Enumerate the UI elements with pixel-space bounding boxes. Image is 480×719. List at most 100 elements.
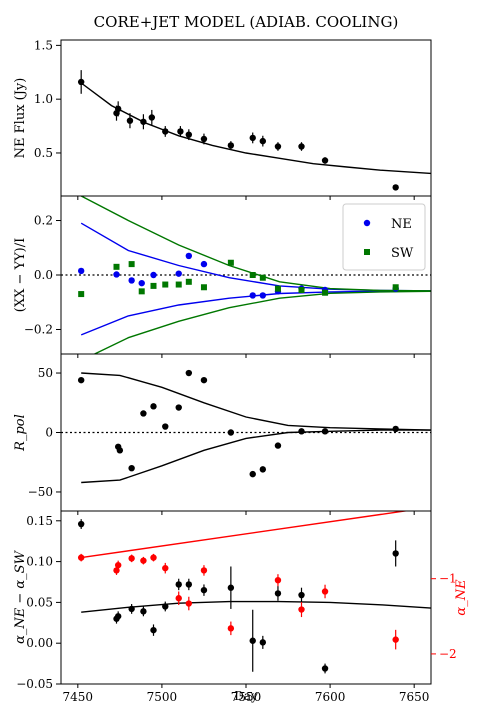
data-point <box>249 134 256 142</box>
legend-label: SW <box>391 246 414 261</box>
data-point <box>392 184 399 191</box>
y-axis-label: α_NE − α_SW <box>13 549 28 643</box>
data-point <box>249 637 256 644</box>
y-axis-label: R_pol <box>13 414 28 452</box>
polarization-panel: −0.2 0.0 0.2 (XX − YY)/I NE SW <box>13 195 432 358</box>
legend-marker <box>364 249 370 255</box>
data-point <box>274 442 282 449</box>
data-point <box>249 470 256 478</box>
model-curve-1 <box>81 429 431 484</box>
data-point <box>150 282 157 289</box>
y-tick-label: −0.2 <box>24 322 53 336</box>
data-point <box>227 584 235 591</box>
data-point <box>274 577 282 584</box>
legend-box <box>342 203 426 271</box>
data-point <box>259 137 267 145</box>
x-tick-label: 7650 <box>399 690 430 704</box>
model-curve-0 <box>80 82 431 175</box>
data-point <box>185 369 193 377</box>
data-point <box>392 636 399 643</box>
data-point <box>77 520 85 528</box>
x-tick-label: 7600 <box>315 690 346 704</box>
y-tick-label: 0 <box>45 426 53 440</box>
spectral-index-panel: −0.05 0.00 0.05 0.10 0.15 −2 −1α_NE 7450 7500 755… <box>13 502 469 704</box>
data-point <box>162 603 169 610</box>
model-curve-0 <box>81 600 431 613</box>
data-point <box>126 117 134 124</box>
data-point <box>200 586 208 594</box>
data-point <box>298 143 305 150</box>
rpol-panel: −50 0 50 R_pol <box>13 353 432 515</box>
data-point <box>227 259 234 266</box>
data-point <box>128 605 135 613</box>
plot-area <box>77 502 431 674</box>
data-point <box>249 292 256 299</box>
data-point <box>128 464 135 472</box>
data-point <box>114 561 122 569</box>
data-point <box>78 291 85 298</box>
y-axis-label: (XX − YY)/I <box>13 238 28 313</box>
data-point <box>128 277 135 284</box>
model-curve-1 <box>80 290 431 336</box>
data-point <box>274 143 282 150</box>
data-point <box>162 128 169 135</box>
model-curve-3 <box>94 290 431 354</box>
data-point <box>128 555 135 562</box>
data-point <box>274 590 282 597</box>
data-point <box>200 567 208 574</box>
x-tick-label: 7500 <box>147 690 178 704</box>
data-point <box>227 625 235 632</box>
data-point <box>113 271 120 278</box>
y-tick-label: 50 <box>38 366 53 380</box>
data-point <box>200 284 207 291</box>
data-point <box>116 447 124 454</box>
data-point <box>259 466 267 473</box>
data-point <box>322 289 329 296</box>
data-point <box>321 665 329 672</box>
legend-label: NE <box>391 217 412 232</box>
y2-tick-label: −1 <box>439 572 457 586</box>
data-point <box>200 376 208 384</box>
plot-area <box>77 70 431 191</box>
data-point <box>250 504 256 510</box>
data-point <box>392 425 399 433</box>
data-point <box>114 613 122 620</box>
data-point <box>77 267 85 275</box>
y-tick-label: 0.10 <box>26 555 53 569</box>
data-point <box>150 554 157 561</box>
data-point <box>200 260 208 268</box>
data-point <box>260 502 266 508</box>
data-point <box>185 252 193 260</box>
figure-title: CORE+JET MODEL (ADIAB. COOLING) <box>94 13 399 31</box>
data-point <box>114 105 122 113</box>
x-axis-label: Day <box>234 689 258 703</box>
data-point <box>140 118 147 125</box>
data-point <box>185 600 193 607</box>
data-point <box>298 591 305 599</box>
data-point <box>138 288 145 295</box>
data-point <box>227 142 235 149</box>
data-point <box>185 278 192 285</box>
legend-marker <box>363 219 371 227</box>
y2-tick-label: −2 <box>439 647 457 661</box>
data-point <box>392 284 399 291</box>
y-tick-label: −0.05 <box>16 677 53 691</box>
data-point <box>140 557 147 564</box>
data-point <box>162 423 169 430</box>
plot-area <box>61 196 431 354</box>
data-point <box>177 128 184 135</box>
x-tick-label: 7450 <box>63 690 94 704</box>
data-point <box>162 564 169 572</box>
data-point <box>162 281 169 288</box>
data-point <box>148 114 156 121</box>
data-point <box>175 281 182 288</box>
data-point <box>392 550 399 557</box>
panels: 0.5 1.0 1.5 NE Flux (Jy) −0.2 0.0 0.2 (XX − YY)… <box>13 38 469 704</box>
data-point <box>259 292 267 299</box>
data-point <box>200 135 208 143</box>
y-tick-label: 0.0 <box>34 268 53 282</box>
data-point <box>321 588 329 595</box>
data-point <box>77 376 85 384</box>
data-point <box>150 626 157 634</box>
data-point <box>175 404 182 411</box>
